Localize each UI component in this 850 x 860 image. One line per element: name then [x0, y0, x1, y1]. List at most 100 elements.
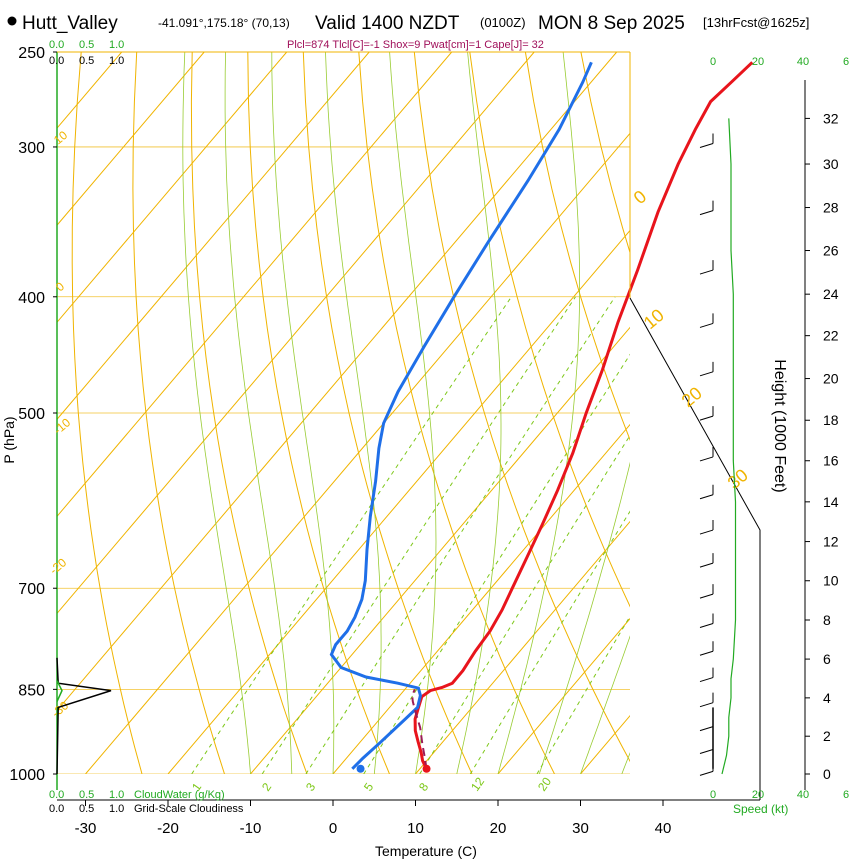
cloudwater-top-tick: 1.0 [109, 39, 124, 51]
cloud-panel: 0.0 0.5 1.0 0.0 0.5 1.0 0.0 0.5 1.0 0.0 0.5 1.0 [49, 39, 124, 815]
height-tick-label: 8 [823, 612, 831, 628]
isotherm-line [57, 52, 288, 324]
dry-adiabat-line [190, 52, 308, 774]
dry-adiabat-line [524, 52, 630, 441]
x-tick-label: 0 [329, 820, 337, 837]
moist-adiabat-line [538, 461, 630, 774]
moist-adiabat-line [224, 52, 293, 774]
pressure-tick-label: 850 [18, 682, 45, 699]
isotherm-line [57, 52, 370, 421]
x-tick-label: 40 [655, 820, 672, 837]
wind-scale-top-tick: 40 [797, 56, 809, 68]
dry-adiabat-line [71, 52, 143, 774]
moist-adiabat-line [271, 52, 335, 774]
sounding-curves [329, 61, 754, 773]
wind-scale-bottom-tick: 20 [752, 789, 764, 801]
height-tick-label: 6 [823, 651, 831, 667]
wind-barb-icon [699, 677, 714, 683]
wind-barb-icon [699, 748, 714, 754]
wind-barb-icon [699, 770, 714, 776]
cloudwater-bottom-tick: 0.5 [79, 789, 94, 801]
isotherm-line [497, 617, 630, 774]
isotherm-line [167, 229, 630, 774]
forecast-info: [13hrFcst@1625z] [703, 15, 809, 30]
cloudwater-bottom-tick: 0.0 [49, 789, 64, 801]
wind-barb-icon [699, 371, 714, 377]
height-tick-label: 30 [823, 156, 839, 172]
wind-barb-icon [699, 456, 714, 462]
x-tick-label: -10 [240, 820, 262, 837]
dry-adiabat-line [469, 52, 630, 608]
height-tick-label: 12 [823, 534, 839, 550]
cloudiness-top-tick: 1.0 [109, 55, 124, 67]
x-tick-label: -20 [157, 820, 179, 837]
mixing-ratio-line [363, 353, 630, 774]
valid-time: Valid 1400 NZDT [315, 13, 460, 34]
x-tick-label: -30 [75, 820, 97, 837]
height-tick-label: 24 [823, 286, 839, 302]
y-axis-title: P (hPa) [1, 416, 17, 463]
x-tick-label: 10 [407, 820, 424, 837]
wind-barb-icon [699, 322, 714, 328]
height-tick-label: 4 [823, 690, 831, 706]
surface-temperature-marker [422, 764, 431, 773]
dry-adiabat-line [247, 52, 390, 774]
mixing-ratio-line [469, 510, 630, 774]
cloudwater-profile [56, 680, 63, 702]
isotherm-line [85, 132, 630, 774]
wind-speed-label: Speed (kt) [733, 802, 788, 816]
station-name: Hutt_Valley [22, 13, 118, 34]
mixing-ratio-line [419, 434, 630, 774]
wind-panel-edge [629, 297, 761, 800]
wind-barb-icon [699, 726, 714, 732]
cloudiness-bottom-tick: 1.0 [109, 803, 124, 815]
height-tick-label: 14 [823, 494, 839, 510]
moist-adiabat-line [580, 635, 630, 774]
pressure-tick-label: 500 [18, 406, 45, 423]
moist-adiabat-line [497, 52, 580, 774]
wind-scale-top-tick: 20 [752, 56, 764, 68]
cloudwater-label: CloudWater (g/Kg) [134, 789, 225, 801]
cloudiness-label: Grid-Scale Cloudiness [134, 803, 244, 815]
pressure-tick-label: 400 [18, 290, 45, 307]
dry-adiabat-line [413, 52, 630, 763]
pressure-tick-label: 250 [18, 45, 45, 62]
isotherm-line [57, 52, 453, 518]
moist-adiabat-line [325, 52, 382, 774]
pressure-tick-label: 700 [18, 581, 45, 598]
wind-barb-icon [699, 494, 714, 500]
wind-barb-icon [699, 593, 714, 599]
cloudwater-top-tick: 0.0 [49, 39, 64, 51]
utc-time: (0100Z) [480, 15, 526, 30]
wind-barb-icon [699, 622, 714, 628]
dry-adiabat-line [358, 52, 555, 774]
wind-scale-bottom-tick: 6 [843, 789, 849, 801]
wind-speed-profile [721, 118, 737, 775]
mixing-ratio-line [305, 296, 616, 774]
height-tick-label: 20 [823, 371, 839, 387]
cloudiness-bottom-tick: 0.5 [79, 803, 94, 815]
wind-scale-bottom-tick: 0 [710, 789, 716, 801]
background-grid [57, 52, 630, 774]
x-tick-label: 30 [572, 820, 589, 837]
wind-barb-icon [699, 562, 714, 568]
cloudiness-top-tick: 0.0 [49, 55, 64, 67]
height-tick-label: 32 [823, 110, 839, 126]
wind-scale-bottom-tick: 40 [797, 789, 809, 801]
pressure-tick-label: 300 [18, 140, 45, 157]
wind-scale-top-tick: 6 [843, 56, 849, 68]
height-tick-label: 2 [823, 728, 831, 744]
height-tick-label: 18 [823, 412, 839, 428]
surface-dewpoint-marker [356, 764, 365, 773]
wind-barb-icon [699, 142, 714, 148]
mixing-ratio-line [261, 296, 576, 774]
wind-barb-icon [699, 702, 714, 708]
station-coords: -41.091°,175.18° (70,13) [158, 16, 290, 30]
x-tick-label: 20 [490, 820, 507, 837]
cloudwater-bottom-tick: 1.0 [109, 789, 124, 801]
cloudiness-profile [56, 657, 112, 775]
temperature-line [413, 61, 754, 770]
height-axis-title: Height (1000 Feet) [771, 359, 788, 492]
